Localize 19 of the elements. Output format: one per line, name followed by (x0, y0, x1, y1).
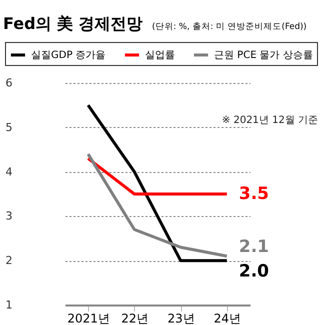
legend-label: 근원 PCE 물가 상승률 (214, 50, 313, 61)
annotation: ※ 2021년 12월 기준 (222, 115, 318, 126)
y-tick-label: 3 (6, 210, 12, 223)
y-tick-label: 4 (6, 165, 12, 178)
y-tick-label: 5 (6, 120, 12, 134)
legend-label: 실질GDP 증가율 (31, 50, 106, 61)
x-tick-label: 2021년 (67, 312, 110, 325)
chart-title: Fed의 美 경제전망 (3, 14, 143, 33)
x-tick-label: 23년 (167, 312, 195, 325)
data-label: 3.5 (238, 184, 269, 204)
y-tick-label: 6 (6, 76, 12, 90)
data-label: 2.0 (238, 262, 270, 282)
x-tick-label: 24년 (214, 312, 242, 325)
y-tick-label: 2 (6, 254, 12, 268)
y-tick-label: 1 (6, 298, 12, 312)
x-tick-label: 22년 (121, 312, 149, 325)
legend-label: 실업률 (145, 50, 175, 61)
data-label: 2.1 (238, 237, 269, 258)
chart-subtitle: (단위: %, 출처: 미 연방준비제도(Fed)) (152, 22, 307, 32)
